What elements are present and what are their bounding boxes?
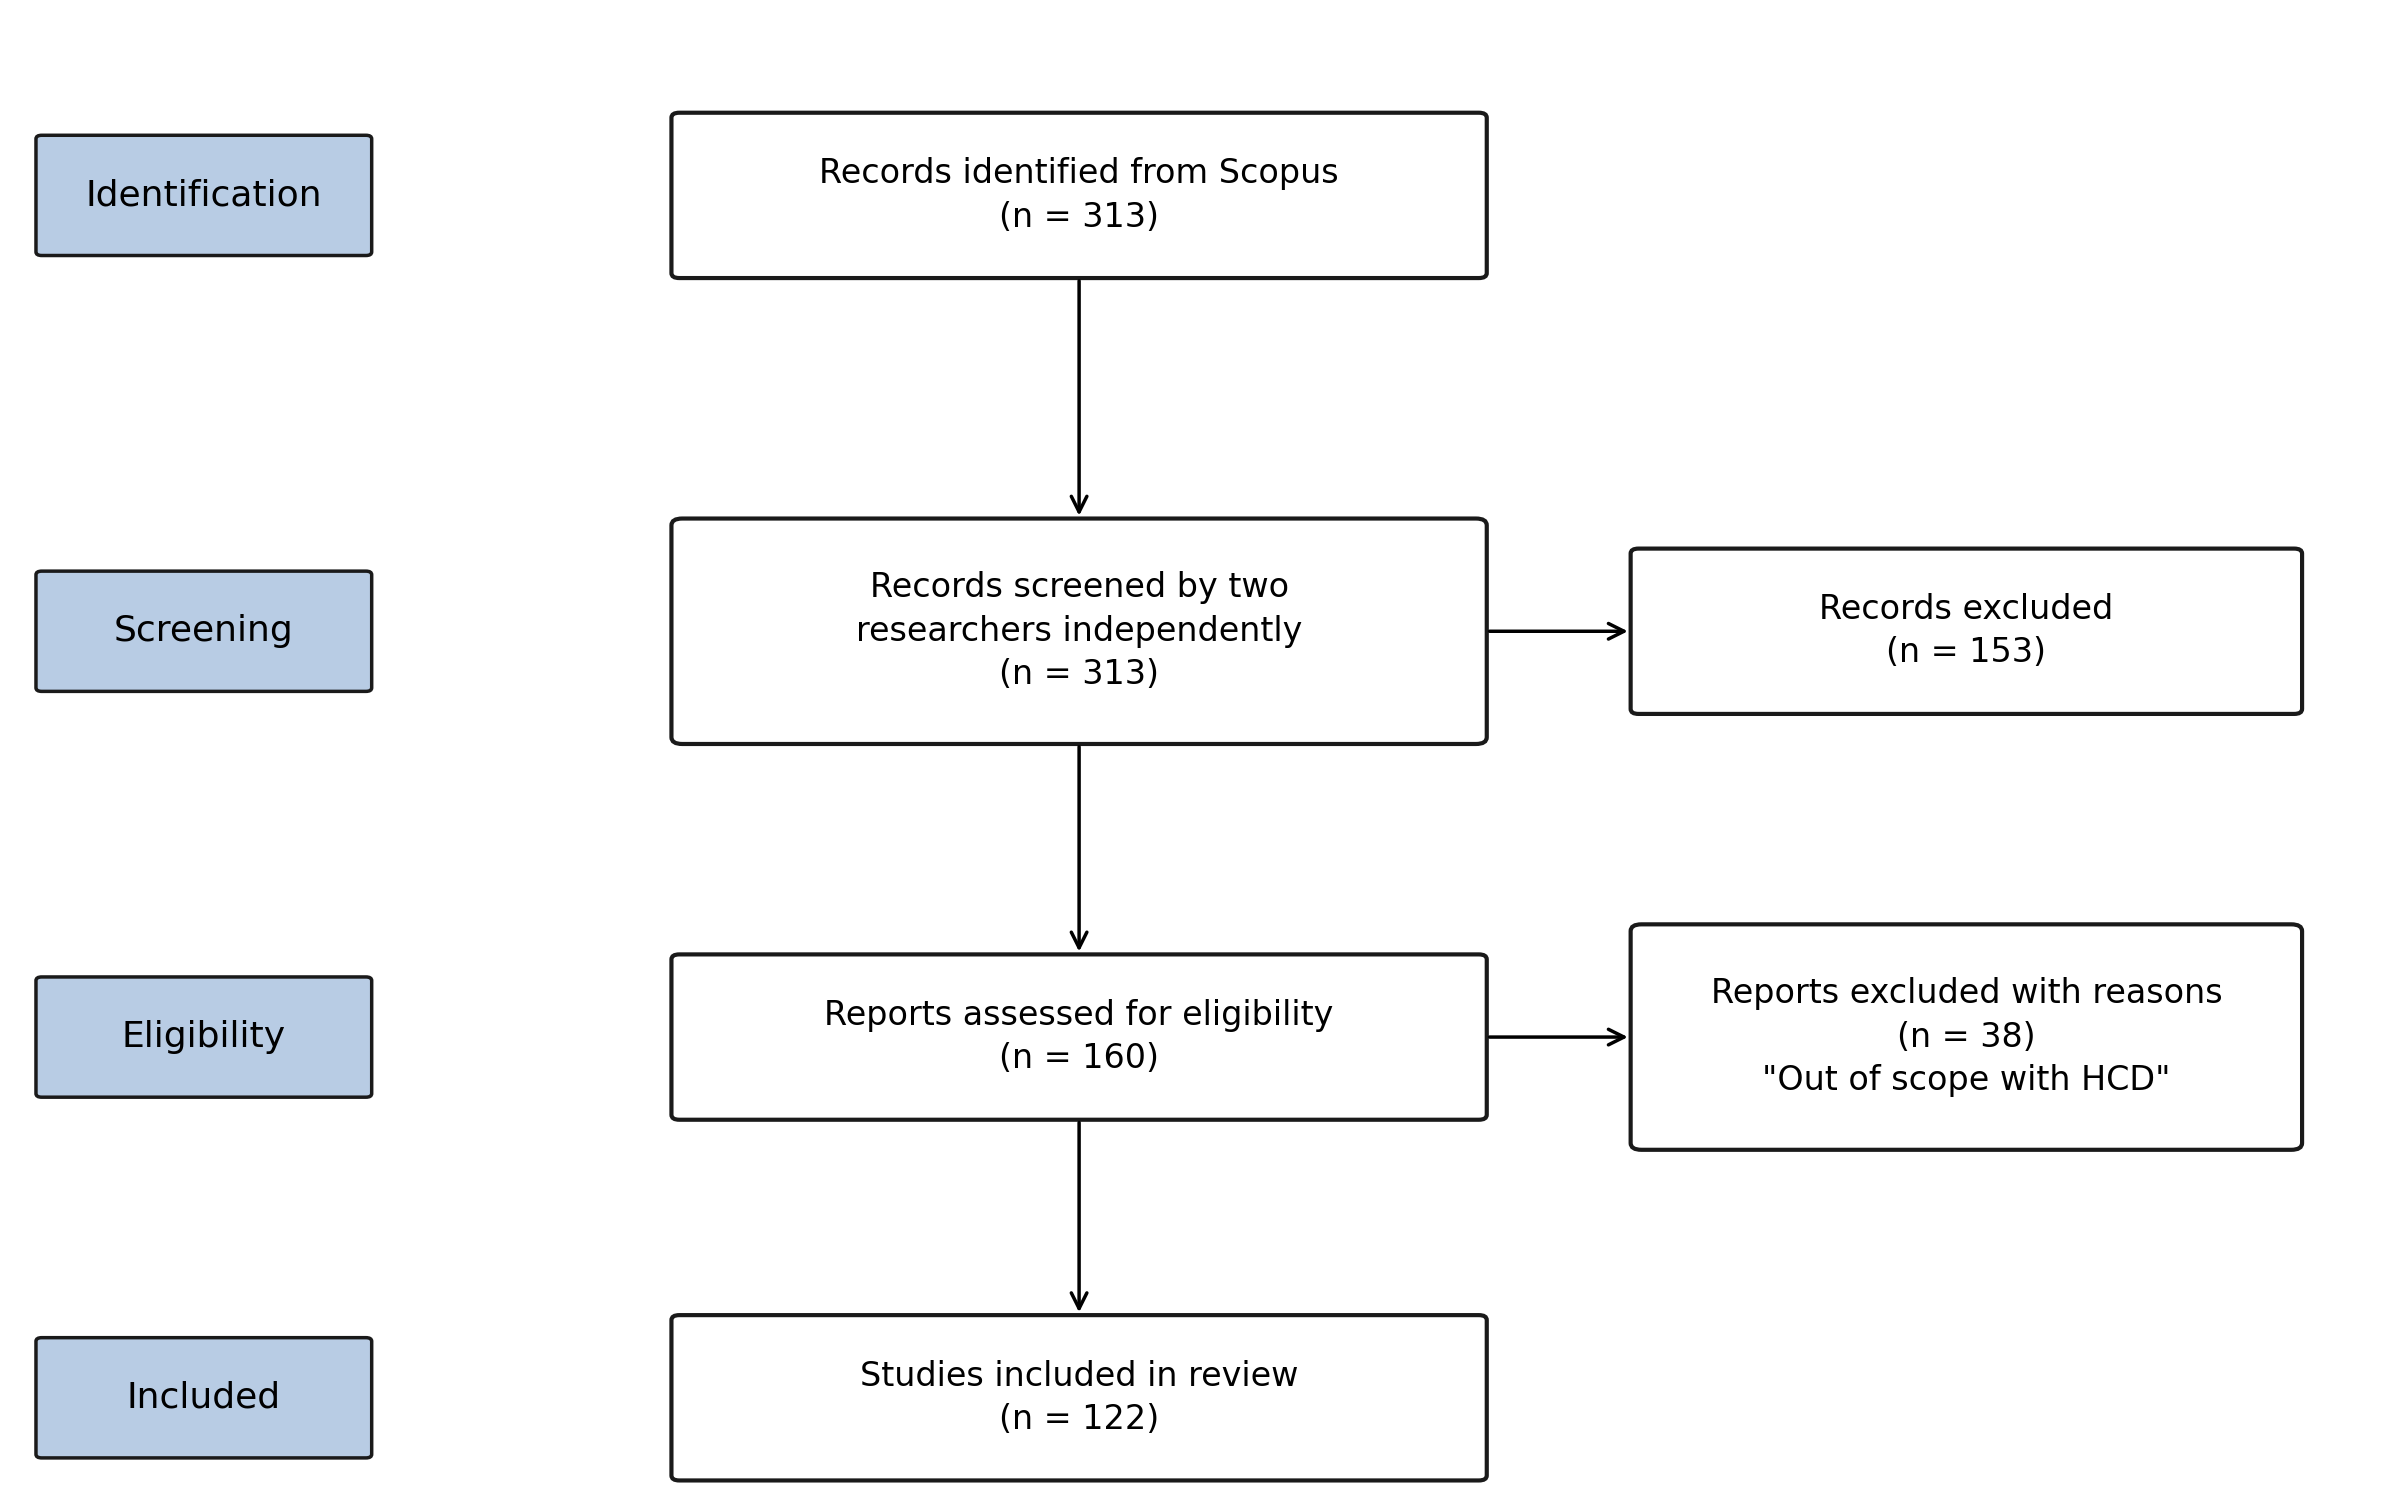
- Text: Records screened by two
researchers independently
(n = 313): Records screened by two researchers inde…: [856, 571, 1302, 691]
- Text: Reports excluded with reasons
(n = 38)
"Out of scope with HCD": Reports excluded with reasons (n = 38) "…: [1710, 977, 2223, 1097]
- FancyBboxPatch shape: [671, 1315, 1487, 1480]
- Text: Records identified from Scopus
(n = 313): Records identified from Scopus (n = 313): [820, 158, 1338, 233]
- FancyBboxPatch shape: [1631, 924, 2302, 1150]
- FancyBboxPatch shape: [671, 519, 1487, 744]
- FancyBboxPatch shape: [671, 954, 1487, 1120]
- FancyBboxPatch shape: [36, 1338, 372, 1458]
- Text: Screening: Screening: [115, 615, 293, 648]
- FancyBboxPatch shape: [36, 571, 372, 691]
- FancyBboxPatch shape: [36, 977, 372, 1097]
- FancyBboxPatch shape: [36, 135, 372, 256]
- Text: Included: Included: [127, 1381, 281, 1414]
- Text: Reports assessed for eligibility
(n = 160): Reports assessed for eligibility (n = 16…: [825, 999, 1333, 1075]
- FancyBboxPatch shape: [671, 113, 1487, 278]
- Text: Studies included in review
(n = 122): Studies included in review (n = 122): [861, 1360, 1297, 1435]
- Text: Identification: Identification: [86, 179, 321, 212]
- FancyBboxPatch shape: [1631, 549, 2302, 714]
- Text: Eligibility: Eligibility: [122, 1021, 285, 1054]
- Text: Records excluded
(n = 153): Records excluded (n = 153): [1820, 594, 2113, 669]
